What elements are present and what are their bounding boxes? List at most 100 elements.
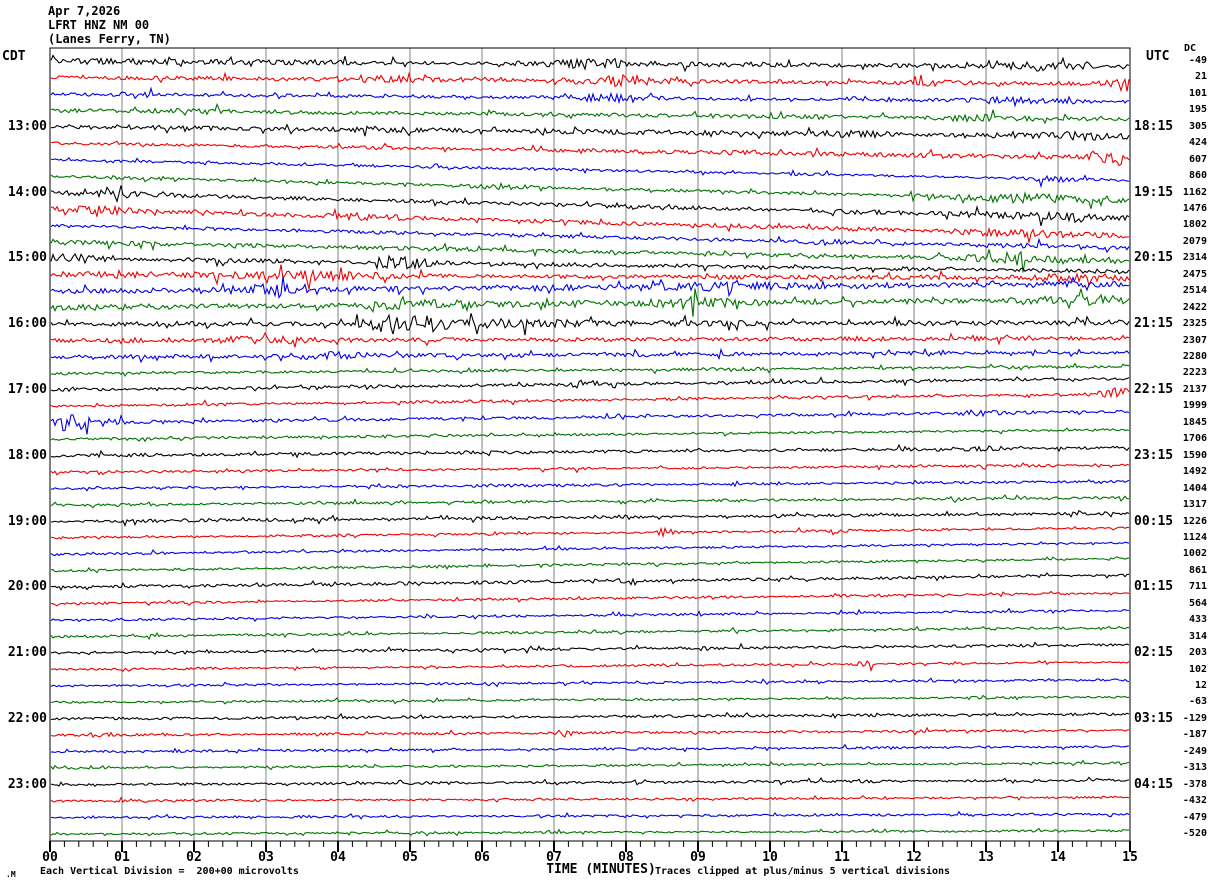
trace-row-18: [50, 332, 1130, 348]
cdt-hour-label: 23:00: [7, 776, 47, 792]
trace-row-43: [50, 743, 1130, 754]
trace-row-27: [50, 479, 1130, 492]
dc-offset-value: 2137: [1182, 383, 1207, 395]
dc-offset-value: 102: [1188, 663, 1207, 675]
cdt-hour-label: 18:00: [7, 447, 47, 463]
cdt-hour-label: 21:00: [7, 645, 47, 661]
trace-row-10: [50, 204, 1130, 243]
station-label: LFRT HNZ NM 00: [48, 18, 150, 32]
utc-hour-label: 00:15: [1134, 513, 1174, 529]
trace-row-15: [50, 276, 1130, 300]
trace-row-3: [50, 86, 1130, 108]
trace-row-24: [50, 427, 1130, 443]
utc-hour-label: 20:15: [1134, 250, 1174, 266]
trace-row-8: [50, 174, 1130, 209]
trace-row-4: [50, 102, 1130, 125]
dc-offset-value: 1002: [1182, 548, 1207, 560]
cdt-hour-label: 19:00: [7, 513, 47, 529]
trace-row-33: [50, 572, 1130, 591]
dc-offset-value: -520: [1182, 828, 1207, 839]
x-tick-label: 05: [402, 850, 418, 865]
x-tick-label: 08: [618, 850, 634, 865]
trace-row-17: [50, 313, 1130, 336]
trace-row-25: [50, 443, 1130, 459]
scale-note: Each Vertical Division = 200+00 microvol…: [40, 866, 299, 877]
utc-hour-label: 01:15: [1134, 579, 1174, 595]
trace-row-2: [50, 71, 1130, 93]
trace-row-26: [50, 462, 1130, 476]
trace-row-19: [50, 347, 1130, 364]
x-tick-label: 09: [690, 850, 706, 865]
dc-offset-value: 1476: [1182, 203, 1207, 215]
trace-row-11: [50, 223, 1130, 254]
trace-row-13: [50, 252, 1130, 275]
x-tick-label: 14: [1050, 850, 1066, 865]
trace-row-46: [50, 794, 1130, 804]
dc-offset-value: 2223: [1182, 367, 1207, 379]
dc-offset-value: 195: [1188, 104, 1207, 116]
cdt-hour-label: 20:00: [7, 579, 47, 595]
dc-offset-value: 1162: [1182, 186, 1207, 198]
dc-offset-value: 1999: [1182, 400, 1207, 412]
trace-row-34: [50, 590, 1130, 607]
utc-hour-label: 19:15: [1134, 184, 1174, 200]
dc-offset-value: -63: [1188, 696, 1207, 708]
x-tick-label: 12: [906, 850, 922, 865]
trace-row-31: [50, 541, 1130, 557]
utc-hour-label: 18:15: [1134, 118, 1174, 134]
right-timezone-label: UTC: [1146, 49, 1170, 64]
dc-offset-value: 433: [1188, 614, 1207, 626]
x-tick-label: 04: [330, 850, 346, 865]
dc-offset-value: -313: [1182, 762, 1207, 774]
dc-offset-value: -378: [1182, 778, 1207, 790]
dc-column-header: DC: [1184, 43, 1197, 54]
trace-row-1: [50, 54, 1130, 73]
dc-offset-value: 1845: [1182, 416, 1207, 428]
x-tick-label: 01: [114, 850, 130, 865]
trace-row-20: [50, 362, 1130, 378]
trace-row-14: [50, 264, 1130, 290]
dc-offset-value: 1226: [1182, 515, 1207, 527]
dc-offset-value: -479: [1182, 811, 1207, 823]
dc-offset-value: 2514: [1182, 285, 1207, 297]
trace-row-5: [50, 123, 1130, 143]
dc-offset-value: 860: [1188, 170, 1207, 182]
trace-row-9: [50, 185, 1130, 226]
clip-note: Traces clipped at plus/minus 5 vertical …: [655, 866, 951, 877]
trace-row-12: [50, 238, 1130, 273]
trace-row-44: [50, 759, 1130, 771]
dc-offset-value: 1706: [1182, 433, 1207, 445]
dc-offset-value: -249: [1182, 745, 1207, 757]
trace-row-40: [50, 694, 1130, 705]
trace-row-30: [50, 526, 1130, 540]
x-tick-label: 13: [978, 850, 994, 865]
dc-offset-value: 861: [1188, 564, 1207, 576]
dc-offset-value: 607: [1188, 153, 1207, 165]
trace-row-6: [50, 140, 1130, 167]
x-tick-label: 00: [42, 850, 58, 865]
dc-offset-value: 2079: [1182, 235, 1207, 247]
dc-offset-value: 2307: [1182, 334, 1207, 346]
dc-offset-value: 2475: [1182, 268, 1207, 280]
dc-offset-value: 1802: [1182, 219, 1207, 231]
dc-offset-value: -129: [1182, 712, 1207, 724]
dc-offset-value: 1590: [1182, 449, 1207, 461]
x-tick-label: 11: [834, 850, 850, 865]
utc-hour-label: 03:15: [1134, 710, 1174, 726]
x-tick-label: 10: [762, 850, 778, 865]
dc-offset-value: 2280: [1182, 351, 1207, 363]
trace-row-42: [50, 726, 1130, 738]
trace-row-7: [50, 156, 1130, 189]
trace-row-48: [50, 827, 1130, 837]
dc-offset-value: -432: [1182, 795, 1207, 807]
dc-offset-value: 203: [1188, 647, 1207, 659]
trace-row-28: [50, 494, 1130, 509]
dc-offset-value: 305: [1188, 120, 1207, 132]
location-label: (Lanes Ferry, TN): [48, 32, 171, 46]
trace-row-47: [50, 810, 1130, 821]
cdt-hour-label: 14:00: [7, 184, 47, 200]
trace-row-37: [50, 641, 1130, 656]
dc-offset-value: 2422: [1182, 301, 1207, 313]
